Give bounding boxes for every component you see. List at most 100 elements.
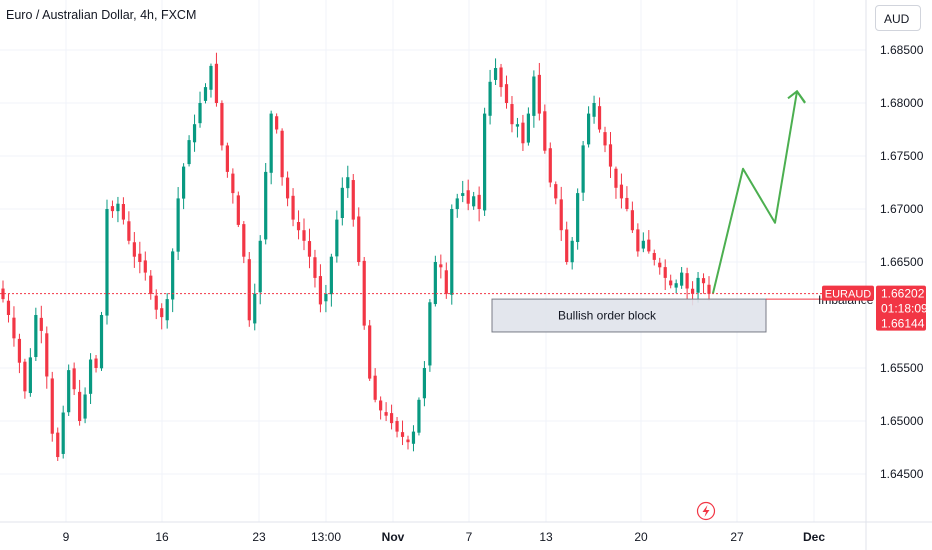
candle-body xyxy=(543,111,547,151)
candle-body xyxy=(504,84,509,103)
candle-body xyxy=(444,270,448,294)
candle-body xyxy=(247,259,251,321)
candle-body xyxy=(461,193,465,196)
y-tick-label: 1.67500 xyxy=(880,149,924,163)
projection-path xyxy=(712,90,806,294)
candle-body xyxy=(351,180,355,220)
candle-body xyxy=(417,399,421,433)
y-tick-label: 1.64500 xyxy=(880,467,924,481)
candle-body xyxy=(176,198,180,252)
candle-body xyxy=(83,394,87,419)
order-block-label: Bullish order block xyxy=(558,309,657,323)
candle-body xyxy=(154,295,158,310)
candle-body xyxy=(592,103,596,117)
candle-body xyxy=(99,315,104,369)
candle-body xyxy=(493,68,498,80)
candle-body xyxy=(614,168,618,188)
candle-body xyxy=(428,302,432,366)
candles xyxy=(1,52,711,461)
candle-body xyxy=(483,113,487,211)
y-tick-label: 1.68500 xyxy=(880,43,924,57)
x-tick-label: Dec xyxy=(803,530,825,544)
candle-body xyxy=(165,299,169,321)
candle-body xyxy=(61,412,65,454)
candle-body xyxy=(313,257,317,278)
candle-body xyxy=(335,219,339,257)
candle-body xyxy=(220,103,224,146)
candle-body xyxy=(384,412,388,416)
candle-body xyxy=(253,293,257,324)
candle-body xyxy=(258,240,262,293)
candle-body xyxy=(696,277,700,293)
candle-body xyxy=(187,140,191,165)
lightning-icon xyxy=(696,501,716,521)
candle-body xyxy=(395,421,399,432)
candle-body xyxy=(373,375,377,400)
candle-body xyxy=(242,224,246,257)
candle-body xyxy=(368,325,372,379)
candle-body xyxy=(307,241,312,257)
candle-body xyxy=(515,124,520,127)
candle-body xyxy=(554,184,558,199)
price-tag-countdown: 01:18:09 xyxy=(881,302,928,316)
lightning-icon-bolt xyxy=(702,505,710,517)
candle-body xyxy=(127,221,131,241)
candle-body xyxy=(296,222,301,231)
candle-body xyxy=(192,124,197,143)
symbol-tag xyxy=(822,285,874,301)
candle-body xyxy=(12,317,16,339)
candle-body xyxy=(39,317,43,331)
candle-body xyxy=(379,400,383,411)
x-tick-label: 20 xyxy=(634,530,648,544)
candle-body xyxy=(56,432,60,458)
price-tag-value-2: 1.66144 xyxy=(881,317,925,331)
candle-body xyxy=(28,357,32,394)
candle-body xyxy=(23,361,27,392)
candle-body xyxy=(121,204,126,220)
candle-body xyxy=(510,104,514,125)
price-tag-value: 1.66202 xyxy=(881,287,925,301)
candle-body xyxy=(214,63,219,103)
candle-body xyxy=(34,315,38,358)
y-axis: 1.68500 1.68000 1.67500 1.67000 1.66500 1.655… xyxy=(865,0,924,550)
candle-body xyxy=(641,240,645,249)
candle-body xyxy=(439,264,443,268)
candle-body xyxy=(143,260,147,273)
candle-body xyxy=(526,113,530,143)
x-axis: 9 16 23 13:00 Nov 7 13 20 27 Dec xyxy=(0,521,932,544)
candle-body xyxy=(225,145,229,172)
candle-body xyxy=(203,87,208,101)
candle-body xyxy=(340,187,344,219)
candle-body xyxy=(433,262,437,305)
candle-body xyxy=(685,273,689,289)
candle-body xyxy=(264,171,268,240)
candle-body xyxy=(625,197,629,209)
candle-body xyxy=(411,431,416,444)
candle-body xyxy=(521,122,525,144)
candle-body xyxy=(105,209,109,316)
candle-body xyxy=(209,65,213,90)
candle-body xyxy=(619,184,624,199)
candle-body xyxy=(302,230,306,241)
currency-selector[interactable]: AUD xyxy=(875,5,921,31)
candle-body xyxy=(110,206,115,212)
candle-body xyxy=(171,251,175,300)
candle-body xyxy=(472,196,476,207)
candle-body xyxy=(680,272,684,286)
candle-body xyxy=(400,432,405,437)
candle-body xyxy=(138,253,142,262)
candle-body xyxy=(690,288,695,294)
candle-body xyxy=(548,148,552,183)
candle-body xyxy=(236,195,240,225)
candle-body xyxy=(269,113,273,173)
candle-body xyxy=(477,194,481,209)
candle-body xyxy=(72,368,76,390)
x-tick-label: 16 xyxy=(155,530,169,544)
candle-body xyxy=(285,177,290,199)
candle-body xyxy=(182,166,186,199)
x-tick-label: 13:00 xyxy=(311,530,341,544)
candle-body xyxy=(116,203,120,212)
candle-body xyxy=(663,267,667,278)
candle-body xyxy=(6,300,11,315)
